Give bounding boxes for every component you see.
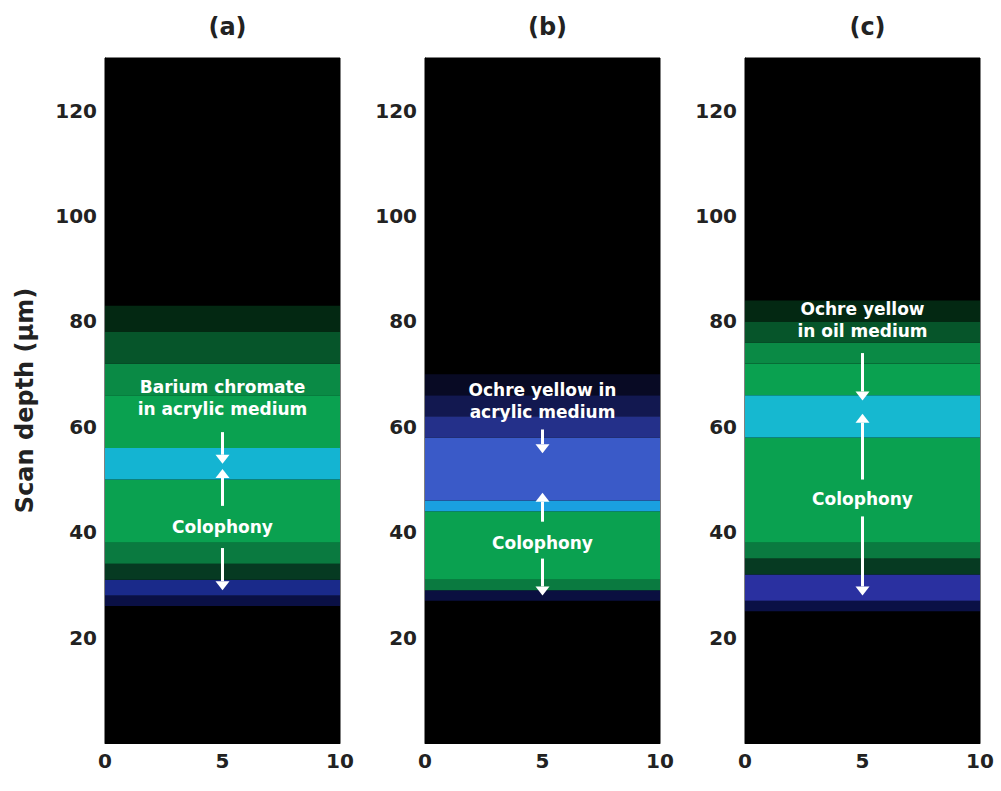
svg-text:60: 60 [709, 415, 737, 439]
svg-text:20: 20 [389, 626, 417, 650]
svg-text:(b): (b) [528, 13, 567, 41]
svg-text:Barium chromate: Barium chromate [140, 377, 305, 397]
svg-text:0: 0 [738, 749, 752, 773]
svg-text:80: 80 [69, 309, 97, 333]
svg-text:120: 120 [55, 99, 97, 123]
svg-text:0: 0 [418, 749, 432, 773]
svg-text:100: 100 [695, 204, 737, 228]
svg-text:Ochre yellow in: Ochre yellow in [469, 380, 617, 400]
svg-text:5: 5 [856, 749, 870, 773]
svg-text:60: 60 [69, 415, 97, 439]
svg-text:120: 120 [375, 99, 417, 123]
svg-text:120: 120 [695, 99, 737, 123]
svg-text:100: 100 [55, 204, 97, 228]
svg-text:40: 40 [389, 520, 417, 544]
svg-text:80: 80 [709, 309, 737, 333]
svg-text:60: 60 [389, 415, 417, 439]
svg-text:5: 5 [216, 749, 230, 773]
svg-text:Ochre yellow: Ochre yellow [800, 299, 924, 319]
svg-text:(c): (c) [849, 13, 885, 41]
svg-text:0: 0 [98, 749, 112, 773]
svg-text:80: 80 [389, 309, 417, 333]
svg-text:in oil medium: in oil medium [797, 321, 927, 341]
svg-text:acrylic medium: acrylic medium [470, 402, 616, 422]
svg-text:10: 10 [966, 749, 994, 773]
svg-text:Colophony: Colophony [812, 489, 913, 509]
svg-text:20: 20 [69, 626, 97, 650]
svg-text:(a): (a) [208, 13, 246, 41]
svg-text:Colophony: Colophony [492, 533, 593, 553]
svg-text:Scan depth (μm): Scan depth (μm) [11, 288, 39, 513]
svg-text:5: 5 [536, 749, 550, 773]
svg-text:100: 100 [375, 204, 417, 228]
svg-text:10: 10 [326, 749, 354, 773]
svg-text:20: 20 [709, 626, 737, 650]
svg-text:40: 40 [69, 520, 97, 544]
svg-text:40: 40 [709, 520, 737, 544]
svg-text:10: 10 [646, 749, 674, 773]
svg-text:Colophony: Colophony [172, 517, 273, 537]
svg-text:in acrylic medium: in acrylic medium [138, 399, 308, 419]
